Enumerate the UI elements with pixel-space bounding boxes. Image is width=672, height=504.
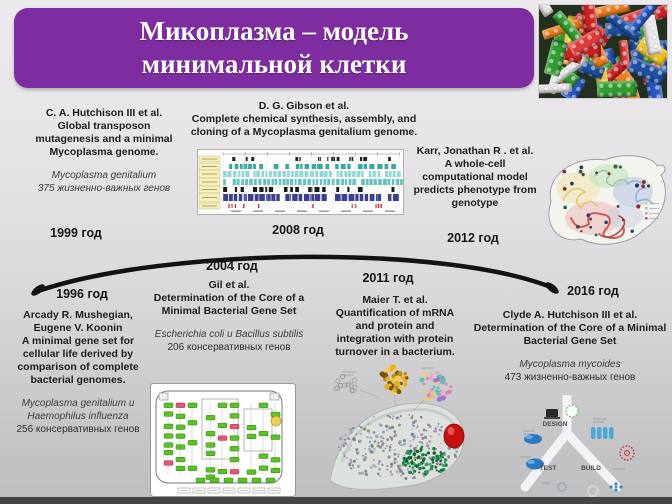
entry-2011-authors: Maier T. et al. [362,294,428,306]
entry-1996-genes: 256 консервативных генов [16,424,140,435]
year-2016: 2016 год [567,284,619,298]
entry-1999-genes: 375 жизненно-важных генов [37,183,171,194]
bacterium-figure [329,364,465,491]
entry-2016: Clyde A. Hutchison III et al. Determinat… [472,309,668,384]
design-label: DESIGN [543,421,568,428]
entry-1999: C. A. Hutchison III et al. Global transp… [25,107,183,195]
test-label: TEST [540,465,557,472]
entry-2011: Maier T. et al. Quantification of mRNA a… [330,294,460,359]
entry-2004-authors: Gil et al. [208,279,250,291]
year-2012: 2012 год [447,231,499,245]
title-line-1: Микоплазма – модель [139,16,409,46]
dna-circle-icon [619,445,635,461]
laptop-icon [546,409,558,417]
entry-2004-organism: Escherichia coli и Bacillus subtilis [154,329,304,340]
whole-cell-model-figure [548,155,666,245]
entry-2016-genes: 473 жизненно-важных генов [504,372,636,383]
genome-map-figure [197,149,404,215]
entry-2008-work: Complete chemical synthesis, assembly, a… [190,113,418,138]
entry-2012-work: A whole-cell computational model predict… [413,158,537,209]
cluster-dots-icon [609,482,623,492]
entry-1999-organism: Mycoplasma genitalium [51,170,157,181]
entry-2008: D. G. Gibson et al. Complete chemical sy… [190,100,418,139]
entry-1996-work: A minimal gene set for cellular life der… [17,335,139,386]
year-1996: 1996 год [56,287,108,301]
lego-brick [596,81,637,98]
build-label: BUILD [581,465,601,472]
entry-2016-work: Determination of the Core of a Minimal B… [473,322,667,347]
timeline-arc [31,254,559,296]
entry-2016-organism: Mycoplasma mycoides [519,359,621,370]
bottom-bar [0,497,672,504]
plasmid-icon [565,404,579,418]
year-2011: 2011 год [362,271,414,285]
year-2008: 2008 год [272,223,324,237]
entry-1999-authors: C. A. Hutchison III et al. [45,107,163,119]
entry-2008-authors: D. G. Gibson et al. [258,100,350,112]
entry-2016-authors: Clyde A. Hutchison III et al. [502,309,638,321]
entry-1999-work: Global transposon mutagenesis and a mini… [35,120,173,158]
bacteria-cells-icon [524,434,544,470]
entry-1996-authors: Arcady R. Mushegian, Eugene V. Koonin [23,309,133,334]
entry-1996-organism: Mycoplasma genitalium и Haemophilus infl… [21,398,135,422]
entry-2004-genes: 206 консервативных генов [167,342,291,353]
metabolic-pathway-figure [150,383,296,497]
entry-2004-work: Determination of the Core of a Minimal B… [153,292,305,317]
title-banner: Микоплазма – модель минимальной клетки [14,8,534,88]
year-1999: 1999 год [50,226,102,240]
entry-2004: Gil et al. Determination of the Core of … [148,279,310,354]
year-2004: 2004 год [206,259,258,273]
entry-1996: Arcady R. Mushegian, Eugene V. Koonin A … [15,309,141,436]
entry-2012-authors: Karr, Jonathan R . et al. [416,145,534,157]
tubes-icon [591,427,614,439]
entry-2012: Karr, Jonathan R . et al. A whole-cell c… [412,145,538,210]
entry-2011-work: Quantification of mRNA and protein and i… [335,307,455,358]
design-build-test-cycle-figure: DESIGN TEST BUILD [520,395,635,498]
title-line-2: минимальной клетки [141,49,407,79]
lego-bricks-image [538,4,668,99]
ring-icon [557,482,567,492]
